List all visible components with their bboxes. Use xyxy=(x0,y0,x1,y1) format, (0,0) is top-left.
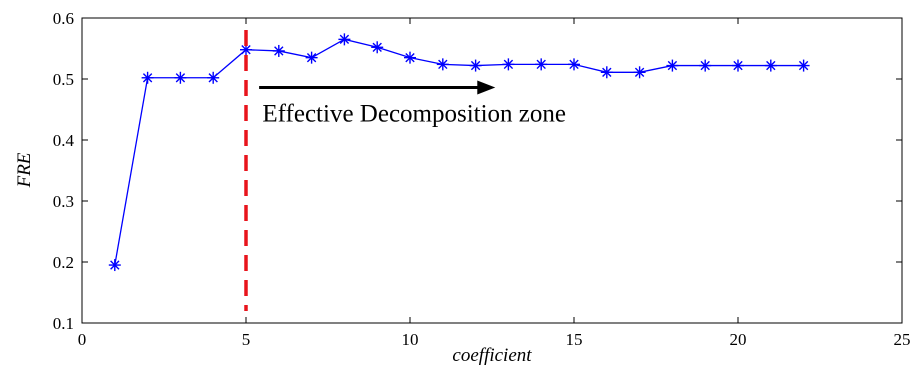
x-tick-label: 15 xyxy=(566,330,583,349)
data-point-marker xyxy=(108,259,121,272)
y-tick-label: 0.1 xyxy=(53,314,74,333)
data-point-marker xyxy=(469,59,482,72)
y-axis-ticks: 0.1 0.2 0.3 0.4 0.5 0.6 xyxy=(53,9,902,333)
x-tick-label: 0 xyxy=(78,330,87,349)
x-axis-ticks: 0 5 10 15 20 25 xyxy=(78,18,911,349)
data-point-marker xyxy=(207,71,220,84)
data-point-marker xyxy=(272,44,285,57)
data-point-marker xyxy=(141,71,154,84)
x-tick-label: 20 xyxy=(730,330,747,349)
data-point-marker xyxy=(338,33,351,46)
data-point-marker xyxy=(502,58,515,71)
data-point-marker xyxy=(797,59,810,72)
y-tick-label: 0.4 xyxy=(53,131,75,150)
data-point-marker xyxy=(633,66,646,79)
data-point-marker xyxy=(764,59,777,72)
data-point-marker xyxy=(305,51,318,64)
zone-annotation-text: Effective Decomposition zone xyxy=(262,101,566,128)
y-tick-label: 0.5 xyxy=(53,70,74,89)
data-point-marker xyxy=(174,71,187,84)
y-axis-label: FRE xyxy=(14,152,35,188)
y-tick-label: 0.6 xyxy=(53,9,74,28)
y-tick-label: 0.3 xyxy=(53,192,74,211)
data-point-marker xyxy=(371,41,384,54)
data-point-marker xyxy=(404,51,416,64)
plot-area xyxy=(81,17,903,324)
data-point-marker xyxy=(600,66,613,79)
annotation-layer: Effective Decomposition zone xyxy=(244,30,566,311)
x-tick-label: 5 xyxy=(242,330,251,349)
data-point-marker xyxy=(436,58,449,71)
series-layer xyxy=(108,33,810,272)
zone-arrow-head xyxy=(477,80,496,95)
series-line xyxy=(114,38,804,266)
data-point-marker xyxy=(568,58,580,71)
data-point-marker xyxy=(732,59,744,72)
data-point-marker xyxy=(699,59,712,72)
y-tick-label: 0.2 xyxy=(53,253,74,272)
data-point-marker xyxy=(535,58,548,71)
x-axis-label: coefficient xyxy=(452,345,532,366)
x-tick-label: 25 xyxy=(894,330,911,349)
x-tick-label: 10 xyxy=(402,330,419,349)
data-point-marker xyxy=(666,59,679,72)
